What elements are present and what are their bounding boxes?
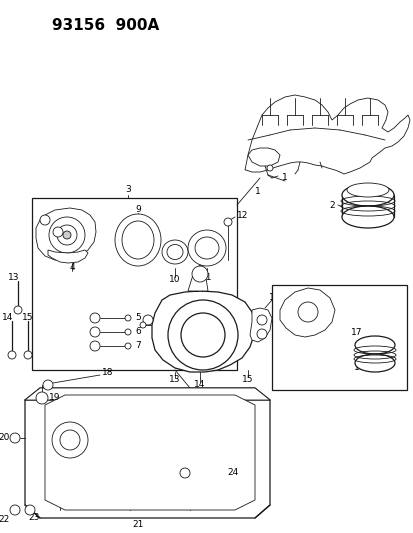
Circle shape [256,315,266,325]
Circle shape [10,433,20,443]
Polygon shape [247,148,279,166]
Text: 14: 14 [194,286,205,295]
Circle shape [53,227,63,237]
Ellipse shape [161,240,188,264]
Text: 1: 1 [281,174,287,182]
Polygon shape [249,308,271,342]
Circle shape [266,165,272,171]
Text: 10: 10 [169,276,180,285]
Text: 22: 22 [0,515,10,524]
Circle shape [10,505,20,515]
Text: 15: 15 [242,376,253,384]
Polygon shape [25,400,269,518]
Text: 1: 1 [254,188,260,197]
Text: 9: 9 [135,206,140,214]
Ellipse shape [195,237,218,259]
Text: 17: 17 [350,328,362,337]
Ellipse shape [115,214,161,266]
Circle shape [297,302,317,322]
Circle shape [49,217,85,253]
Ellipse shape [122,221,154,259]
Polygon shape [188,265,207,291]
Circle shape [90,313,100,323]
Circle shape [256,329,266,339]
Circle shape [52,422,88,458]
Circle shape [43,380,53,390]
Text: 11: 11 [201,273,212,282]
Circle shape [8,351,16,359]
Circle shape [90,341,100,351]
Text: 13: 13 [268,294,280,303]
Text: 2: 2 [329,200,334,209]
Bar [32,198,236,370]
Text: 20: 20 [0,433,10,442]
Circle shape [125,329,131,335]
Circle shape [168,300,237,370]
Polygon shape [279,288,334,337]
Circle shape [40,215,50,225]
Text: 23: 23 [28,513,40,522]
Text: 6: 6 [135,327,140,336]
Ellipse shape [188,230,225,266]
Text: 14: 14 [2,313,14,322]
Text: 21: 21 [132,521,143,529]
Text: 19: 19 [49,393,61,402]
Text: 3: 3 [125,185,131,195]
Ellipse shape [354,354,394,372]
Polygon shape [45,395,254,510]
Circle shape [125,315,131,321]
Text: 4: 4 [69,263,75,272]
Circle shape [142,315,153,325]
Text: 13: 13 [8,273,20,282]
Text: 14: 14 [194,381,205,390]
Text: 8: 8 [157,316,162,325]
Circle shape [192,266,207,282]
Circle shape [60,430,80,450]
Text: 24: 24 [227,469,238,478]
Circle shape [25,505,35,515]
Ellipse shape [354,336,394,354]
Polygon shape [48,250,88,263]
Ellipse shape [346,183,388,197]
Polygon shape [25,388,269,400]
Circle shape [57,225,77,245]
Ellipse shape [166,245,183,260]
Text: 15: 15 [22,313,34,322]
Text: 13: 13 [169,376,180,384]
Text: 93156  900A: 93156 900A [52,18,159,33]
Circle shape [223,218,231,226]
Ellipse shape [341,184,393,206]
Circle shape [140,322,146,328]
Circle shape [125,343,131,349]
Text: 5: 5 [135,313,140,322]
Text: 12: 12 [236,211,248,220]
Polygon shape [152,291,254,372]
Text: 18: 18 [102,368,114,377]
Circle shape [24,351,32,359]
Circle shape [36,392,48,404]
Text: 16: 16 [354,364,365,373]
Circle shape [14,306,22,314]
Circle shape [180,468,190,478]
Polygon shape [244,95,409,174]
Circle shape [63,231,71,239]
Ellipse shape [341,206,393,228]
Bar [271,285,406,390]
Polygon shape [36,208,96,260]
Circle shape [180,313,224,357]
Text: 7: 7 [135,342,140,351]
Circle shape [90,327,100,337]
